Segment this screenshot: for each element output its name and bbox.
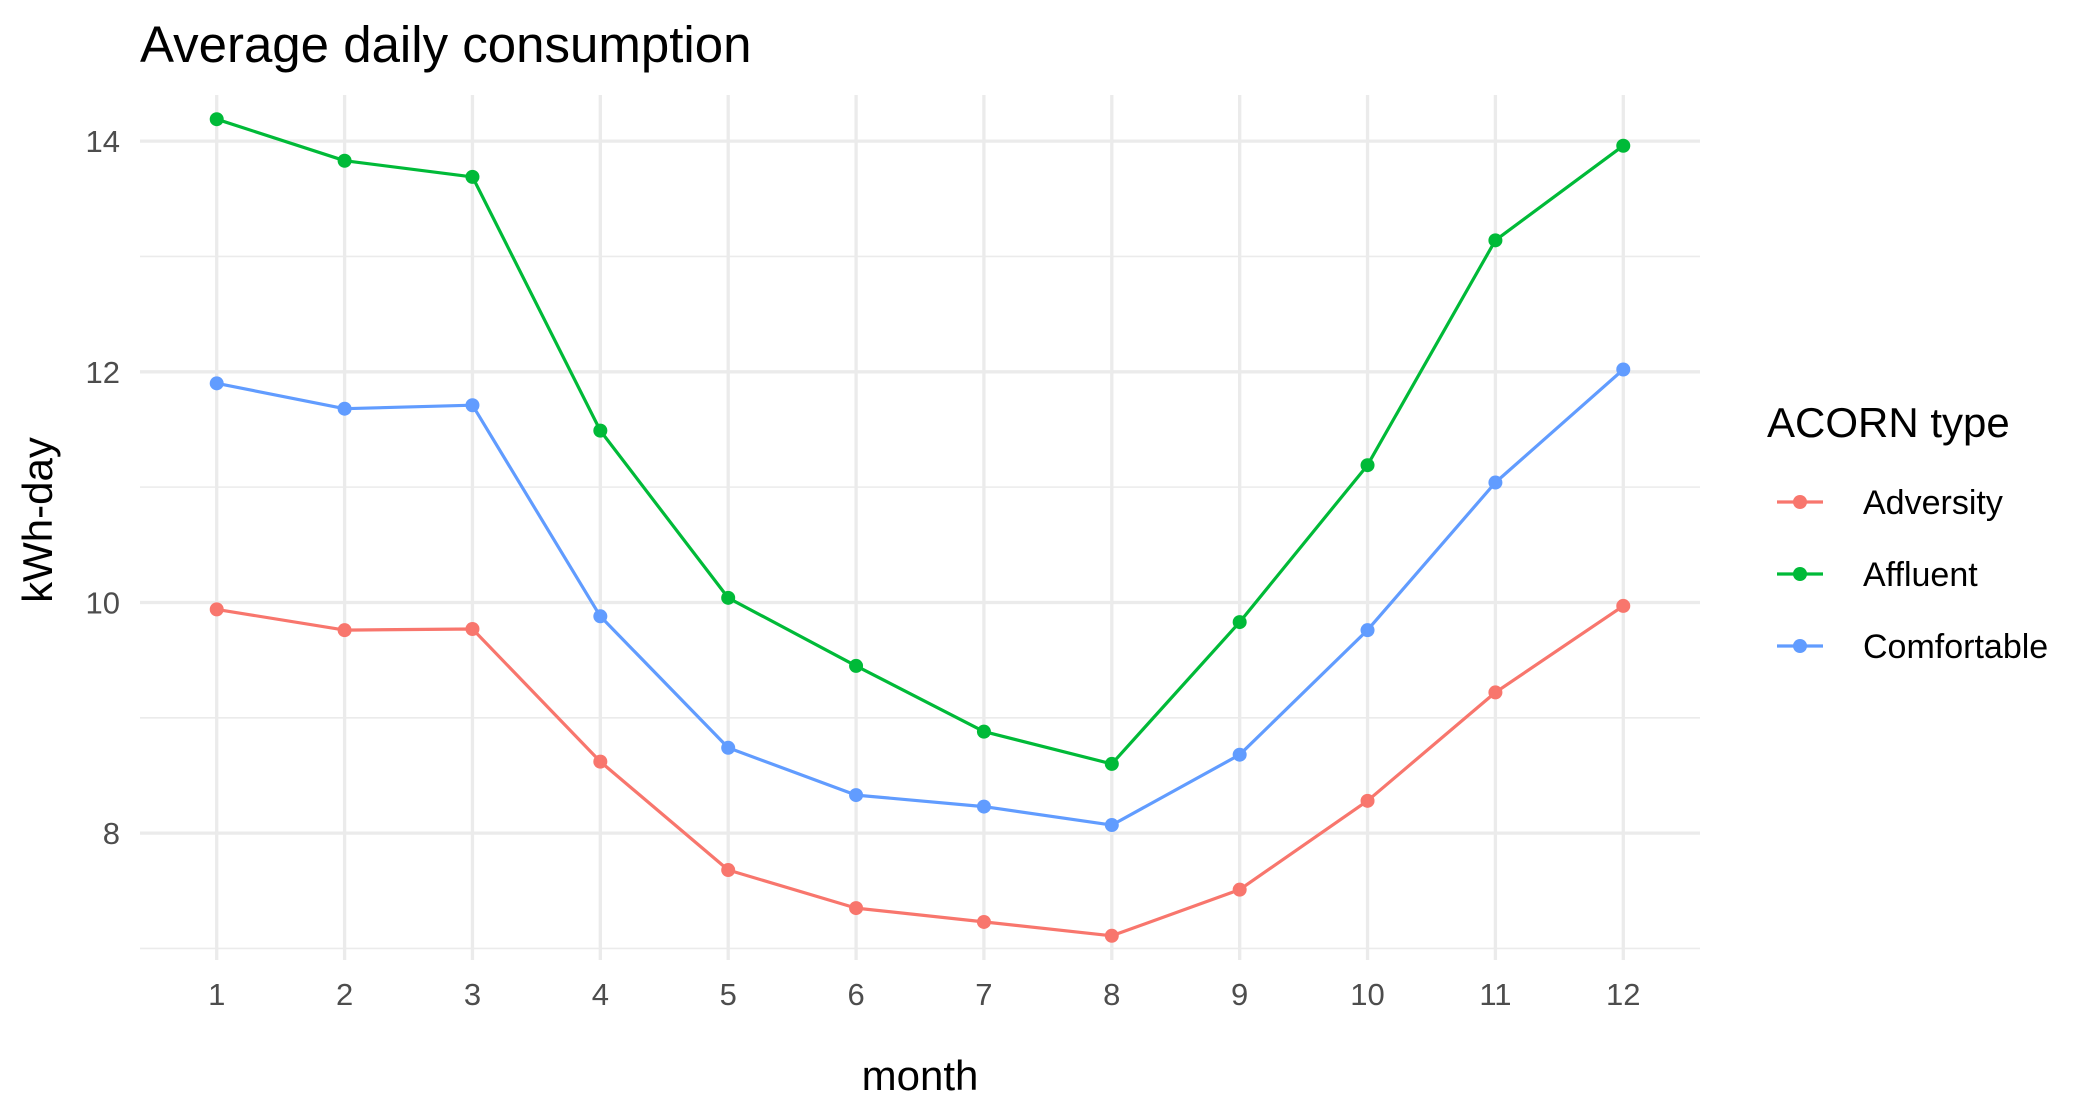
data-point	[209, 602, 224, 617]
data-point	[1488, 233, 1503, 248]
legend-title: ACORN type	[1767, 399, 2010, 446]
data-point	[1104, 756, 1119, 771]
legend-item-comfortable: Comfortable	[1777, 628, 2048, 666]
series-comfortable	[209, 362, 1631, 833]
data-point	[976, 799, 991, 814]
grid	[140, 95, 1700, 960]
data-point	[337, 401, 352, 416]
data-point	[337, 623, 352, 638]
data-point	[1616, 362, 1631, 377]
data-point	[976, 914, 991, 929]
x-tick-label: 2	[336, 977, 353, 1012]
data-point	[465, 169, 480, 184]
data-point	[1616, 138, 1631, 153]
data-point	[1488, 475, 1503, 490]
data-point	[209, 112, 224, 127]
series-line	[216, 368, 1625, 827]
data-point	[976, 724, 991, 739]
data-point	[721, 590, 736, 605]
data-point	[1360, 458, 1375, 473]
y-tick-label: 10	[86, 585, 120, 620]
x-tick-label: 9	[1231, 977, 1248, 1012]
legend-key-point	[1793, 567, 1807, 581]
data-point	[1104, 928, 1119, 943]
y-axis-title: kWh-day	[14, 437, 61, 603]
x-tick-label: 4	[592, 977, 609, 1012]
x-tick-label: 7	[975, 977, 992, 1012]
x-tick-label: 5	[720, 977, 737, 1012]
data-point	[1360, 793, 1375, 808]
legend: ACORN type Adversity Affluent Comfortable	[1767, 399, 2048, 666]
data-point	[1488, 685, 1503, 700]
legend-item-adversity: Adversity	[1777, 484, 2003, 522]
legend-label: Adversity	[1863, 484, 2003, 522]
data-point	[593, 423, 608, 438]
data-point	[1616, 598, 1631, 613]
data-point	[209, 376, 224, 391]
data-point	[849, 788, 864, 803]
x-axis-ticks: 1 2 3 4 5 6 7 8 9 10 11 12	[208, 977, 1640, 1012]
data-point	[849, 901, 864, 916]
x-tick-label: 6	[847, 977, 864, 1012]
y-tick-label: 14	[86, 124, 120, 159]
data-point	[465, 621, 480, 636]
data-point	[721, 863, 736, 878]
data-point	[1360, 623, 1375, 638]
x-tick-label: 3	[464, 977, 481, 1012]
series-adversity	[209, 598, 1631, 943]
series-affluent	[209, 112, 1631, 771]
data-point	[1104, 818, 1119, 833]
data-point	[465, 398, 480, 413]
legend-label: Affluent	[1863, 556, 1978, 594]
x-tick-label: 1	[208, 977, 225, 1012]
data-point	[593, 609, 608, 624]
x-tick-label: 12	[1606, 977, 1640, 1012]
series-line	[216, 604, 1625, 938]
chart-title: Average daily consumption	[140, 16, 751, 73]
y-axis-ticks: 8 10 12 14	[86, 124, 120, 851]
series-line	[216, 117, 1625, 766]
legend-key-point	[1793, 495, 1807, 509]
y-tick-label: 8	[103, 816, 120, 851]
x-axis-title: month	[862, 1052, 979, 1099]
y-tick-label: 12	[86, 355, 120, 390]
legend-item-affluent: Affluent	[1777, 556, 1978, 594]
x-tick-label: 11	[1479, 977, 1511, 1012]
data-point	[849, 658, 864, 673]
data-point	[1232, 615, 1247, 630]
data-point	[593, 754, 608, 769]
legend-key-point	[1793, 639, 1807, 653]
series-layer	[209, 112, 1631, 943]
legend-label: Comfortable	[1863, 628, 2048, 666]
data-point	[1232, 747, 1247, 762]
data-point	[1232, 882, 1247, 897]
x-tick-label: 8	[1103, 977, 1120, 1012]
data-point	[337, 153, 352, 168]
legend-items: Adversity Affluent Comfortable	[1777, 484, 2048, 666]
x-tick-label: 10	[1350, 977, 1384, 1012]
data-point	[721, 740, 736, 755]
